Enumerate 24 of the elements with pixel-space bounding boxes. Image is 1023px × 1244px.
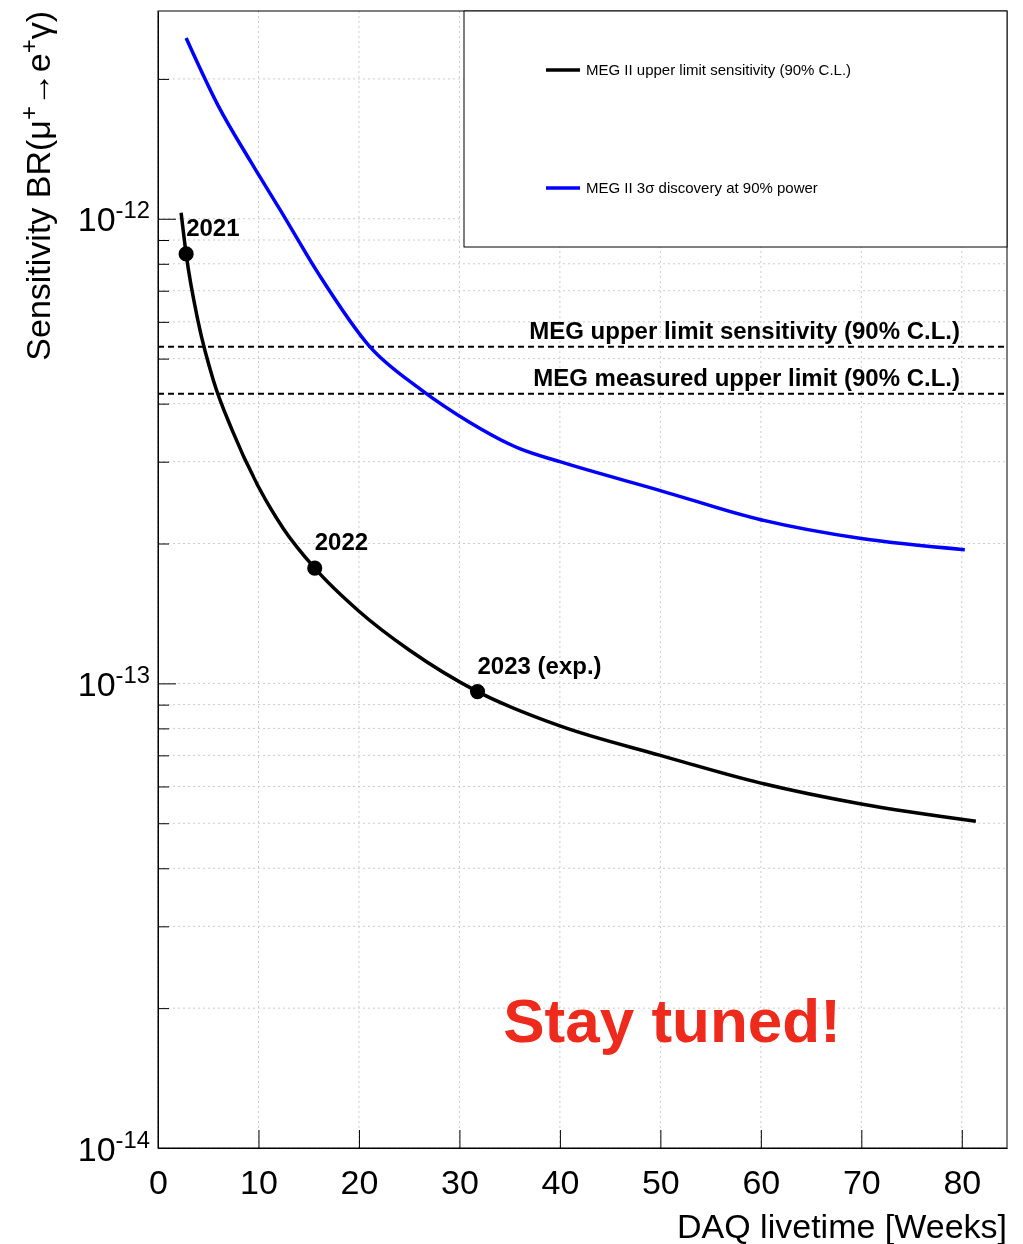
x-tick-label: 0 bbox=[149, 1163, 168, 1201]
legend-label: MEG II 3σ discovery at 90% power bbox=[586, 179, 818, 196]
annotation: 2021 bbox=[186, 213, 240, 241]
x-tick-label: 80 bbox=[943, 1163, 982, 1201]
y-tick-label: 10$^{-13}$ bbox=[77, 660, 150, 703]
x-tick-label: 30 bbox=[441, 1163, 479, 1201]
x-tick-label: 70 bbox=[842, 1163, 881, 1201]
annotation: 2022 bbox=[314, 528, 369, 556]
legend-label: MEG II upper limit sensitivity (90% C.L.) bbox=[586, 61, 852, 78]
y-tick-label: 10$^{-12}$ bbox=[77, 195, 150, 239]
ref-line-label: MEG measured upper limit (90% C.L.) bbox=[533, 363, 960, 391]
y-tick-label: 10$^{-14}$ bbox=[77, 1125, 150, 1168]
x-tick-label: 40 bbox=[541, 1163, 580, 1201]
annotation: Stay tuned! bbox=[503, 986, 841, 1055]
x-tick-label: 10 bbox=[240, 1163, 278, 1201]
x-tick-label: 50 bbox=[641, 1163, 680, 1201]
line-series bbox=[184, 36, 967, 552]
x-tick-label: 60 bbox=[742, 1163, 781, 1201]
x-tick-label: 20 bbox=[340, 1163, 379, 1201]
point bbox=[178, 246, 194, 262]
point bbox=[469, 684, 486, 700]
ref-line-label: MEG upper limit sensitivity (90% C.L.) bbox=[529, 316, 960, 344]
point bbox=[307, 560, 323, 576]
annotation: 2023 (exp.) bbox=[477, 651, 602, 679]
